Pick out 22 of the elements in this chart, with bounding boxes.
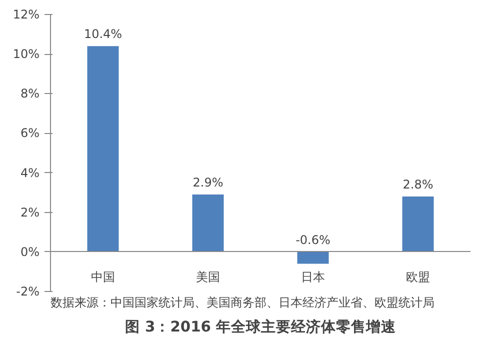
- x-tick-label: 日本: [301, 270, 325, 284]
- text: 图 3：2016 年全球主要经济体零售增速: [124, 318, 398, 336]
- y-tick-label: 6%: [20, 126, 40, 140]
- x-tick-label: 中国: [91, 270, 115, 284]
- bar: [87, 46, 119, 252]
- source-note: 数据来源：中国国家统计局、美国商务部、日本经济产业省、欧盟统计局: [50, 296, 434, 310]
- y-tick-label: 0%: [20, 244, 40, 259]
- data-label: 10.4%: [84, 27, 122, 42]
- y-tick-label: 10%: [12, 47, 40, 62]
- data-label: 2.8%: [402, 178, 434, 192]
- data-label: -0.6%: [296, 232, 330, 247]
- y-tick-label: 4%: [20, 166, 40, 180]
- y-tick-label: 2%: [20, 205, 40, 220]
- x-tick-label: 美国: [196, 270, 220, 284]
- x-tick-label: 欧盟: [406, 270, 430, 284]
- bar: [192, 194, 224, 252]
- y-tick-label: -2%: [16, 284, 40, 298]
- y-tick-label: 8%: [20, 86, 40, 101]
- bar: [402, 196, 434, 252]
- y-tick-label: 12%: [12, 8, 40, 22]
- bar: [297, 252, 329, 264]
- data-label: 2.9%: [192, 176, 224, 190]
